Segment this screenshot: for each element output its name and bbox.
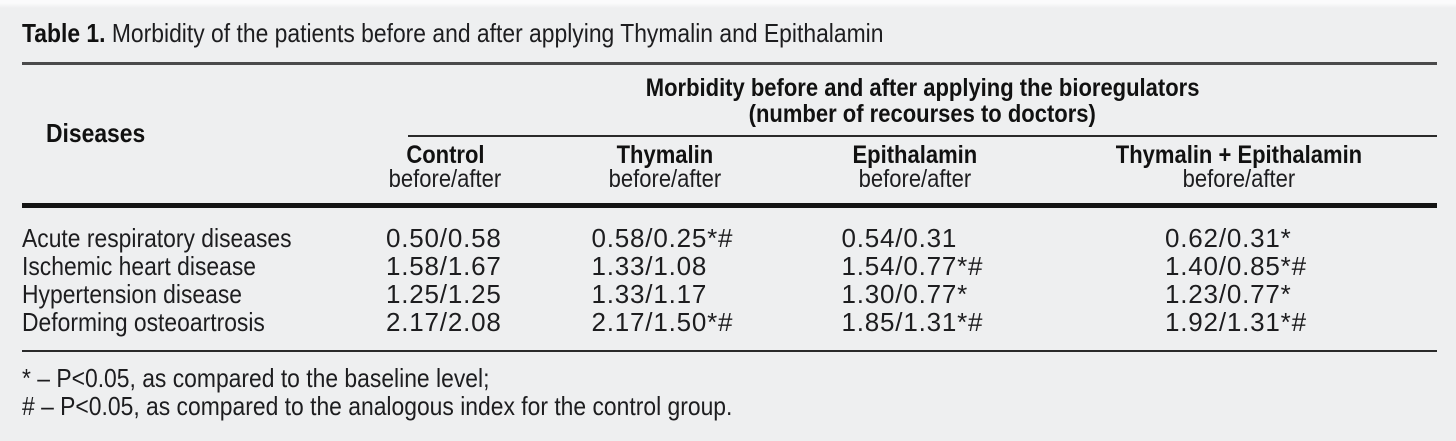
value-cell: 2.17/2.08 — [350, 307, 540, 352]
footnotes: * – P<0.05, as compared to the baseline … — [22, 364, 1437, 420]
value-cell: 1.40/0.85*# — [1165, 250, 1307, 281]
value-cell: 1.25/1.25 — [386, 278, 502, 309]
header-row-columns: Control before/after Thymalin before/aft… — [22, 136, 1438, 208]
table-row: Acute respiratory diseases 0.50/0.58 0.5… — [22, 205, 1437, 252]
disease-name: Ischemic heart disease — [22, 250, 256, 281]
table-row: Deforming osteoartrosis 2.17/2.08 2.17/1… — [22, 307, 1438, 352]
footnote-asterisk: * – P<0.05, as compared to the baseline … — [22, 362, 490, 393]
value-cell: 1.23/0.77* — [1165, 278, 1292, 309]
value-cell: 0.54/0.31 — [841, 222, 958, 253]
diseases-column-header: Diseases — [22, 64, 350, 208]
table-row: Ischemic heart disease 1.58/1.67 1.33/1.… — [22, 252, 1437, 280]
table-title-text: Morbidity of the patients before and aft… — [111, 18, 884, 48]
column-header-control: Control before/after — [350, 136, 540, 208]
column-header-thymalin: Thymalin before/after — [540, 136, 790, 208]
value-cell: 2.17/1.50*# — [540, 307, 790, 352]
value-cell: 1.85/1.31*# — [790, 307, 1040, 352]
spanning-header: Morbidity before and after applying the … — [350, 65, 1438, 137]
table-row: Hypertension disease 1.25/1.25 1.33/1.17… — [22, 280, 1437, 308]
column-header-thymalin-epithalamin: Thymalin + Epithalamin before/after — [1040, 136, 1438, 208]
disease-name: Deforming osteoartrosis — [22, 307, 350, 352]
table-title: Table 1. Morbidity of the patients befor… — [22, 18, 1437, 48]
spanning-header-line2: (number of recourses to doctors) — [748, 99, 1097, 128]
value-cell: 1.30/0.77* — [841, 278, 969, 309]
value-cell: 1.54/0.77*# — [841, 250, 984, 281]
disease-name: Acute respiratory diseases — [22, 222, 292, 253]
value-cell: 1.33/1.08 — [591, 250, 708, 281]
footnote-hash: # – P<0.05, as compared to the analogous… — [22, 390, 733, 421]
value-cell: 0.58/0.25*# — [591, 222, 734, 253]
header-row-span: Diseases Morbidity before and after appl… — [22, 64, 1438, 208]
value-cell: 1.58/1.67 — [386, 250, 502, 281]
column-header-epithalamin: Epithalamin before/after — [790, 136, 1040, 208]
morbidity-table: Diseases Morbidity before and after appl… — [22, 64, 1438, 352]
spanning-header-line1: Morbidity before and after applying the … — [645, 73, 1200, 102]
disease-name: Hypertension disease — [22, 278, 243, 309]
table-title-label: Table 1. — [22, 18, 106, 48]
value-cell: 0.50/0.58 — [386, 222, 502, 253]
value-cell: 1.92/1.31*# — [1040, 307, 1438, 352]
title-rule — [22, 62, 1437, 65]
spanning-header-rule — [408, 134, 1438, 137]
value-cell: 0.62/0.31* — [1165, 222, 1292, 253]
value-cell: 1.33/1.17 — [591, 278, 708, 309]
